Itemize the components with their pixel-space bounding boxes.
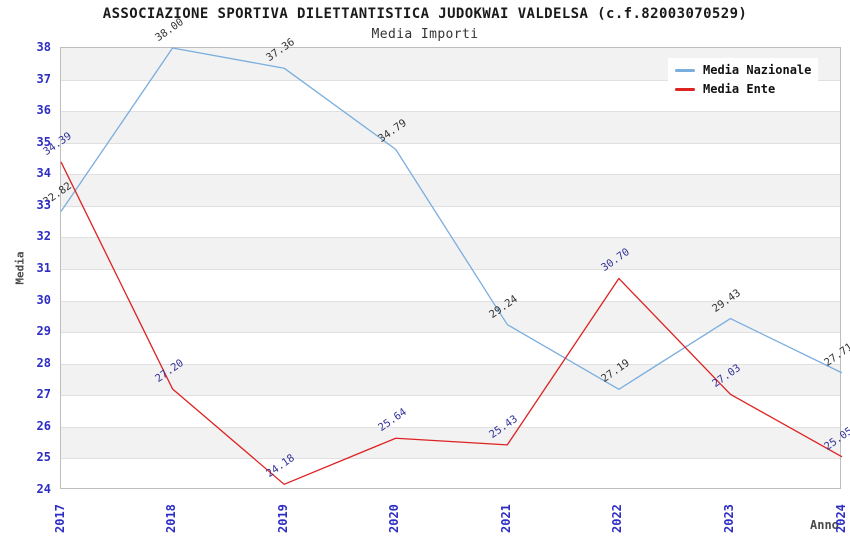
gridline — [61, 142, 840, 144]
x-tick-label: 2023 — [721, 504, 736, 533]
y-tick-label: 28 — [36, 355, 51, 370]
y-tick-label: 32 — [36, 229, 51, 244]
x-tick-label: 2022 — [610, 504, 625, 533]
legend-item-media-nazionale: Media Nazionale — [675, 63, 811, 77]
x-tick-label: 2018 — [164, 504, 179, 533]
gridline — [61, 332, 840, 334]
x-axis-title: Anno — [810, 518, 839, 532]
y-tick-label: 30 — [36, 292, 51, 307]
plot-area: 32.82 38.00 37.36 34.79 29.24 27.19 29.43 27.71… — [41, 16, 850, 489]
y-tick-label: 35 — [36, 134, 51, 149]
plot-band — [61, 237, 840, 269]
plot-band — [61, 300, 840, 333]
plot-band — [61, 111, 840, 143]
y-tick-label: 25 — [36, 450, 51, 465]
y-tick-label: 37 — [36, 71, 51, 86]
legend-item-media-ente: Media Ente — [675, 82, 811, 96]
gridline — [61, 300, 840, 302]
legend-swatch-nazionale-icon — [675, 68, 695, 72]
plot-band — [61, 426, 840, 459]
y-tick-label: 34 — [36, 166, 51, 181]
x-tick-label: 2024 — [833, 504, 848, 533]
chart-title: ASSOCIAZIONE SPORTIVA DILETTANTISTICA JU… — [102, 6, 748, 22]
legend-label-ente: Media Ente — [703, 82, 776, 96]
x-tick-label: 2020 — [387, 504, 402, 533]
y-tick-label: 38 — [36, 40, 51, 54]
series-line-0 — [60, 47, 843, 390]
x-tick-label: 2019 — [275, 504, 290, 533]
y-tick-label: 36 — [36, 103, 51, 118]
chart-subtitle: Media Importi — [371, 27, 479, 42]
gridline — [61, 458, 840, 460]
y-tick-label: 27 — [36, 387, 51, 402]
plot-band — [61, 363, 840, 396]
gridline — [61, 79, 840, 81]
plot-band — [61, 174, 840, 206]
gridline — [61, 363, 840, 365]
gridline — [61, 111, 840, 113]
series-lines — [60, 47, 843, 485]
x-tick-label: 2021 — [498, 504, 513, 533]
y-tick-label: 24 — [36, 482, 51, 496]
series-line-1 — [60, 161, 843, 485]
legend-label-nazionale: Media Nazionale — [703, 63, 812, 77]
legend-swatch-ente-icon — [675, 87, 695, 91]
x-tick-label: 2017 — [52, 504, 67, 533]
y-tick-label: 31 — [36, 261, 51, 275]
y-tick-label: 33 — [36, 197, 51, 212]
y-tick-label: 29 — [36, 324, 51, 339]
gridline — [61, 205, 840, 207]
legend: Media Nazionale Media Ente — [668, 58, 819, 101]
y-tick-label: 26 — [36, 418, 51, 433]
gridline — [61, 426, 840, 428]
gridline — [61, 174, 840, 176]
gridline — [61, 269, 840, 270]
gridline — [61, 395, 840, 397]
gridline — [61, 237, 840, 239]
